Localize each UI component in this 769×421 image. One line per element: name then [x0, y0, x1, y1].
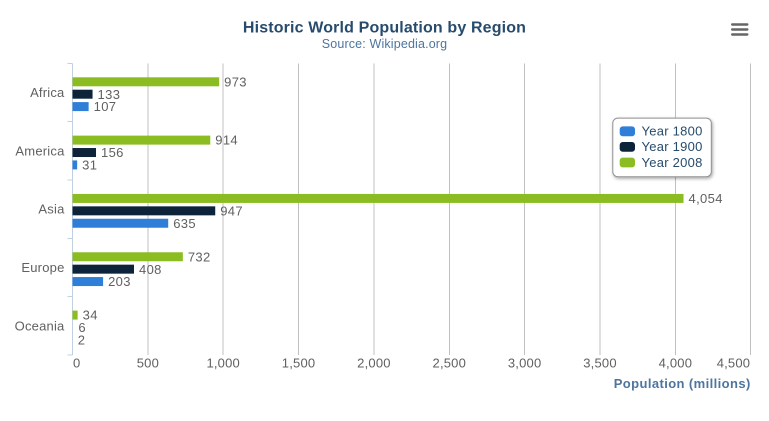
svg-text:4,000: 4,000 — [659, 356, 693, 371]
svg-text:Year 2008: Year 2008 — [642, 155, 703, 170]
svg-text:107: 107 — [94, 99, 117, 114]
svg-text:3,500: 3,500 — [583, 356, 617, 371]
svg-text:2,500: 2,500 — [433, 356, 467, 371]
svg-text:732: 732 — [188, 249, 211, 264]
svg-text:3,000: 3,000 — [508, 356, 542, 371]
svg-text:Source: Wikipedia.org: Source: Wikipedia.org — [322, 37, 447, 51]
svg-text:408: 408 — [139, 262, 162, 277]
svg-text:2: 2 — [78, 332, 86, 347]
svg-text:Population (millions): Population (millions) — [614, 376, 751, 391]
svg-text:1,500: 1,500 — [282, 356, 316, 371]
svg-text:133: 133 — [98, 87, 121, 102]
svg-text:500: 500 — [137, 356, 159, 371]
svg-text:973: 973 — [224, 74, 247, 89]
svg-text:2,000: 2,000 — [357, 356, 391, 371]
svg-text:1,000: 1,000 — [206, 356, 240, 371]
svg-text:0: 0 — [73, 356, 80, 371]
svg-text:4,054: 4,054 — [689, 191, 723, 206]
svg-text:America: America — [15, 143, 65, 158]
svg-text:31: 31 — [82, 158, 97, 173]
svg-text:156: 156 — [101, 145, 124, 160]
svg-text:Asia: Asia — [38, 202, 65, 217]
svg-text:947: 947 — [220, 203, 243, 218]
svg-text:203: 203 — [108, 274, 131, 289]
svg-text:34: 34 — [83, 308, 98, 323]
svg-text:6: 6 — [78, 320, 86, 335]
svg-text:Europe: Europe — [21, 260, 64, 275]
svg-text:4,500: 4,500 — [717, 356, 751, 371]
svg-text:914: 914 — [215, 133, 238, 148]
svg-text:635: 635 — [173, 216, 196, 231]
svg-text:Historic World Population by R: Historic World Population by Region — [243, 20, 526, 37]
svg-text:Oceania: Oceania — [15, 318, 65, 333]
svg-text:Year 1900: Year 1900 — [642, 139, 703, 154]
svg-text:Year 1800: Year 1800 — [642, 124, 703, 139]
svg-text:Africa: Africa — [30, 85, 65, 100]
